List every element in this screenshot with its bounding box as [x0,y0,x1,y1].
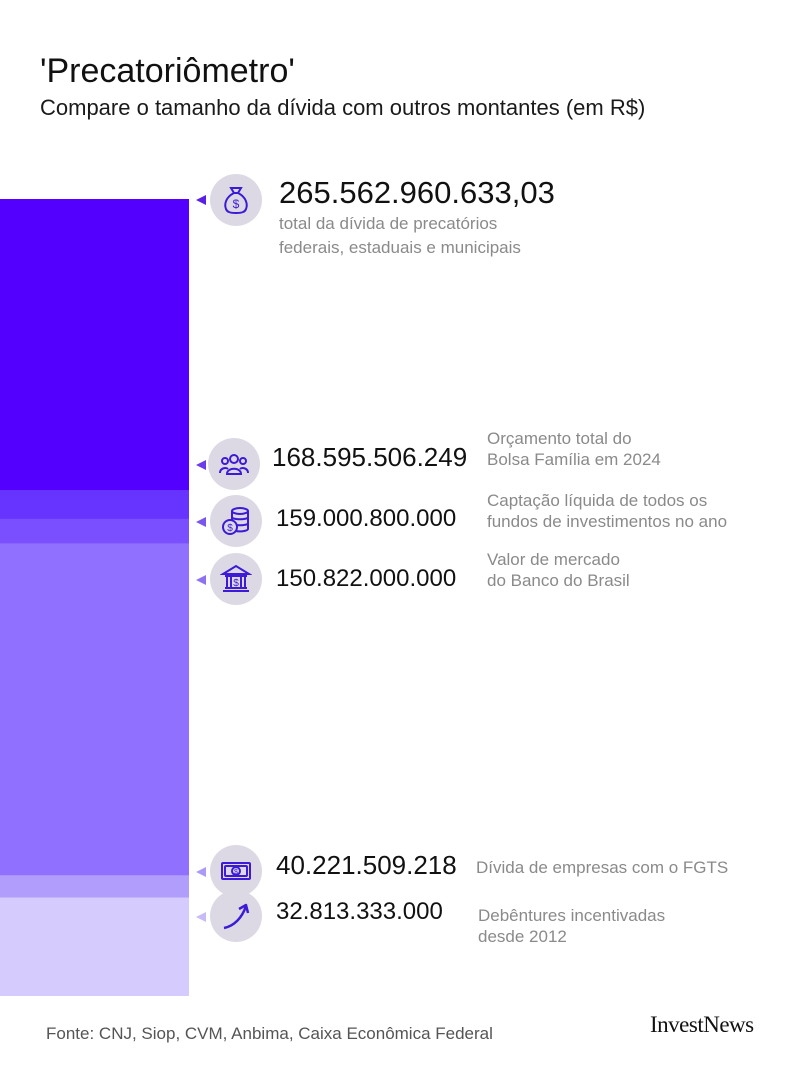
item-value: 40.221.509.218 [276,850,457,880]
item-marker [196,912,206,922]
item-marker [196,460,206,470]
item-description-line: Orçamento total do [487,429,632,448]
source-note: Fonte: CNJ, Siop, CVM, Anbima, Caixa Eco… [46,1024,493,1043]
people-icon [208,438,260,490]
item-description-line: Captação líquida de todos os [487,491,708,510]
banknote-icon: $ [210,845,262,897]
item-marker [196,195,206,205]
item-value: 32.813.333.000 [276,898,443,925]
item-description-line: Dívida de empresas com o FGTS [476,858,729,877]
svg-text:$: $ [233,197,240,211]
item-description: Dívida de empresas com o FGTS [476,857,728,878]
item-description-line: federais, estaduais e municipais [279,238,521,257]
item-marker [196,867,206,877]
stacked-bar-chart [0,199,189,996]
item-description-line: fundos de investimentos no ano [487,512,728,531]
brand-logo: InvestNews [650,1012,754,1037]
item-description: Valor de mercado do Banco do Brasil [487,549,630,591]
bank-icon: $ [210,553,262,605]
item-description: Orçamento total do Bolsa Família em 2024 [487,428,661,470]
item-marker [196,575,206,585]
coins-icon: $ [210,495,262,547]
page-title: 'Precatoriômetro' [40,52,295,90]
item-description: Debêntures incentivadas desde 2012 [478,905,665,947]
item-marker [196,517,206,527]
item-value: 159.000.800.000 [276,505,457,532]
item-description-line: Debêntures incentivadas [478,906,666,925]
item-description: total da dívida de precatórios federais,… [279,213,521,258]
money-bag-icon: $ [210,174,262,226]
item-value: 150.822.000.000 [276,565,457,592]
item-description-line: total da dívida de precatórios [279,214,498,233]
svg-text:$: $ [234,869,238,876]
bar-5 [0,897,189,996]
page-subtitle: Compare o tamanho da dívida com outros m… [40,95,646,120]
item-description: Captação líquida de todos os fundos de i… [487,490,727,532]
item-description-line: do Banco do Brasil [487,571,630,590]
item-description-line: desde 2012 [478,927,567,946]
growth-arrow-icon [210,890,262,942]
svg-text:$: $ [233,578,239,589]
item-description-line: Bolsa Família em 2024 [487,450,661,469]
svg-text:$: $ [227,523,233,534]
item-value: 265.562.960.633,03 [279,175,555,210]
item-value: 168.595.506.249 [272,442,468,472]
item-description-line: Valor de mercado [487,550,620,569]
